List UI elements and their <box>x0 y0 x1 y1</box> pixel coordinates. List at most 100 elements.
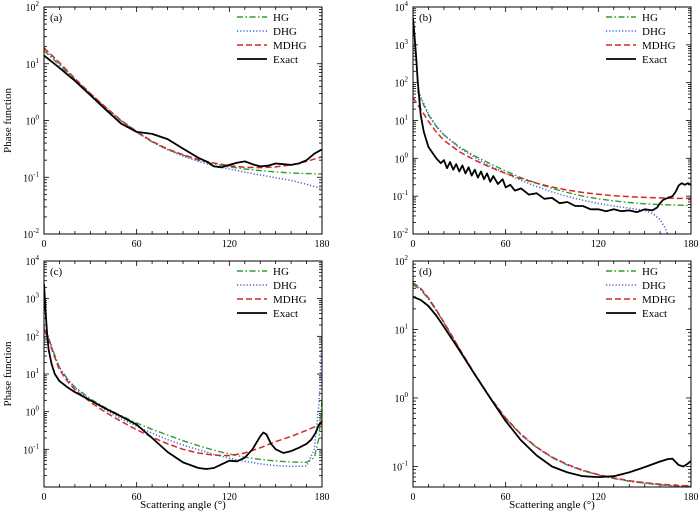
y-tick-base: 10 <box>392 462 402 473</box>
y-tick-base: 10 <box>23 230 33 241</box>
y-axis-title: Phase function <box>2 87 14 153</box>
y-tick-exponent: 2 <box>405 254 409 262</box>
y-tick-exponent: 2 <box>36 329 40 337</box>
y-tick-label: 101 <box>395 114 409 128</box>
series-line-exact <box>413 18 691 214</box>
y-tick-base: 10 <box>26 117 36 128</box>
legend-label-mdhg: MDHG <box>273 294 307 306</box>
y-tick-label: 100 <box>26 405 40 419</box>
y-tick-base: 10 <box>395 325 405 336</box>
y-tick-exponent: 1 <box>405 114 409 122</box>
y-tick-exponent: 2 <box>405 76 409 84</box>
y-tick-base: 10 <box>395 41 405 52</box>
legend-label-exact: Exact <box>642 54 667 66</box>
legend-label-hg: HG <box>642 12 658 24</box>
y-tick-exponent: 0 <box>405 151 409 159</box>
y-tick-label: 101 <box>395 322 409 336</box>
y-tick-exponent: 4 <box>405 0 409 8</box>
y-tick-exponent: 3 <box>405 38 409 46</box>
y-tick-base: 10 <box>392 192 402 203</box>
y-tick-base: 10 <box>26 3 36 14</box>
x-axis-title: Scattering angle (°) <box>509 499 595 511</box>
legend-label-mdhg: MDHG <box>642 40 676 52</box>
y-tick-base: 10 <box>395 79 405 90</box>
legend-label-dhg: DHG <box>273 26 297 38</box>
y-tick-label: 10-2 <box>23 227 39 241</box>
x-tick-label: 120 <box>591 239 606 250</box>
series-line-hg <box>44 328 322 464</box>
y-tick-base: 10 <box>395 3 405 14</box>
y-tick-exponent: -2 <box>402 227 408 235</box>
y-tick-label: 10-1 <box>392 189 408 203</box>
legend-label-hg: HG <box>273 266 289 278</box>
panel-label: (a) <box>50 12 63 24</box>
series-line-exact <box>44 283 322 470</box>
legend-label-hg: HG <box>642 266 658 278</box>
x-tick-label: 180 <box>684 492 699 503</box>
x-tick-label: 60 <box>132 492 142 503</box>
series-line-mdhg <box>413 282 691 487</box>
legend-label-exact: Exact <box>273 54 298 66</box>
x-tick-label: 60 <box>501 492 511 503</box>
x-tick-label: 180 <box>315 239 330 250</box>
y-tick-base: 10 <box>26 295 36 306</box>
y-tick-label: 102 <box>26 0 40 14</box>
legend-label-dhg: DHG <box>642 280 666 292</box>
x-axis-title: Scattering angle (°) <box>140 499 226 511</box>
y-axis-title: Phase function <box>2 341 14 407</box>
y-tick-base: 10 <box>395 257 405 268</box>
plot-frame <box>412 260 692 488</box>
y-tick-label: 103 <box>395 38 409 52</box>
x-tick-label: 120 <box>222 492 237 503</box>
y-tick-exponent: 4 <box>36 254 40 262</box>
y-tick-label: 102 <box>395 76 409 90</box>
y-tick-base: 10 <box>395 394 405 405</box>
y-tick-label: 103 <box>26 292 40 306</box>
series-line-mdhg <box>44 47 322 169</box>
series-line-mdhg <box>44 329 322 457</box>
y-tick-label: 101 <box>26 367 40 381</box>
legend-label-dhg: DHG <box>642 26 666 38</box>
y-tick-exponent: 0 <box>36 405 40 413</box>
y-tick-base: 10 <box>26 370 36 381</box>
series-line-exact <box>44 54 322 169</box>
panel-label: (c) <box>50 266 63 278</box>
y-tick-base: 10 <box>26 332 36 343</box>
y-tick-exponent: 2 <box>36 0 40 8</box>
y-tick-base: 10 <box>395 117 405 128</box>
series-line-dhg <box>44 326 322 468</box>
y-tick-base: 10 <box>26 257 36 268</box>
y-tick-label: 102 <box>395 254 409 268</box>
x-tick-label: 0 <box>411 239 416 250</box>
y-tick-label: 101 <box>26 57 40 71</box>
x-tick-label: 0 <box>411 492 416 503</box>
legend-label-hg: HG <box>273 12 289 24</box>
x-tick-label: 120 <box>222 239 237 250</box>
series-line-dhg <box>44 48 322 190</box>
y-tick-label: 10-1 <box>23 442 39 456</box>
plot-frame <box>43 6 323 235</box>
legend-label-mdhg: MDHG <box>642 294 676 306</box>
series-line-mdhg <box>413 97 691 200</box>
y-tick-exponent: 1 <box>36 57 40 65</box>
x-tick-label: 60 <box>132 239 142 250</box>
y-tick-label: 102 <box>26 329 40 343</box>
x-tick-label: 60 <box>501 239 511 250</box>
x-tick-label: 120 <box>591 492 606 503</box>
y-tick-label: 100 <box>26 114 40 128</box>
y-tick-label: 10-2 <box>392 227 408 241</box>
y-tick-base: 10 <box>395 154 405 165</box>
x-tick-label: 0 <box>42 492 47 503</box>
x-tick-label: 180 <box>684 239 699 250</box>
y-tick-base: 10 <box>23 173 33 184</box>
y-tick-label: 104 <box>26 254 40 268</box>
legend-label-mdhg: MDHG <box>273 40 307 52</box>
series-line-exact <box>413 295 691 479</box>
y-tick-label: 104 <box>395 0 409 14</box>
y-tick-exponent: -1 <box>33 170 39 178</box>
y-tick-exponent: 1 <box>36 367 40 375</box>
